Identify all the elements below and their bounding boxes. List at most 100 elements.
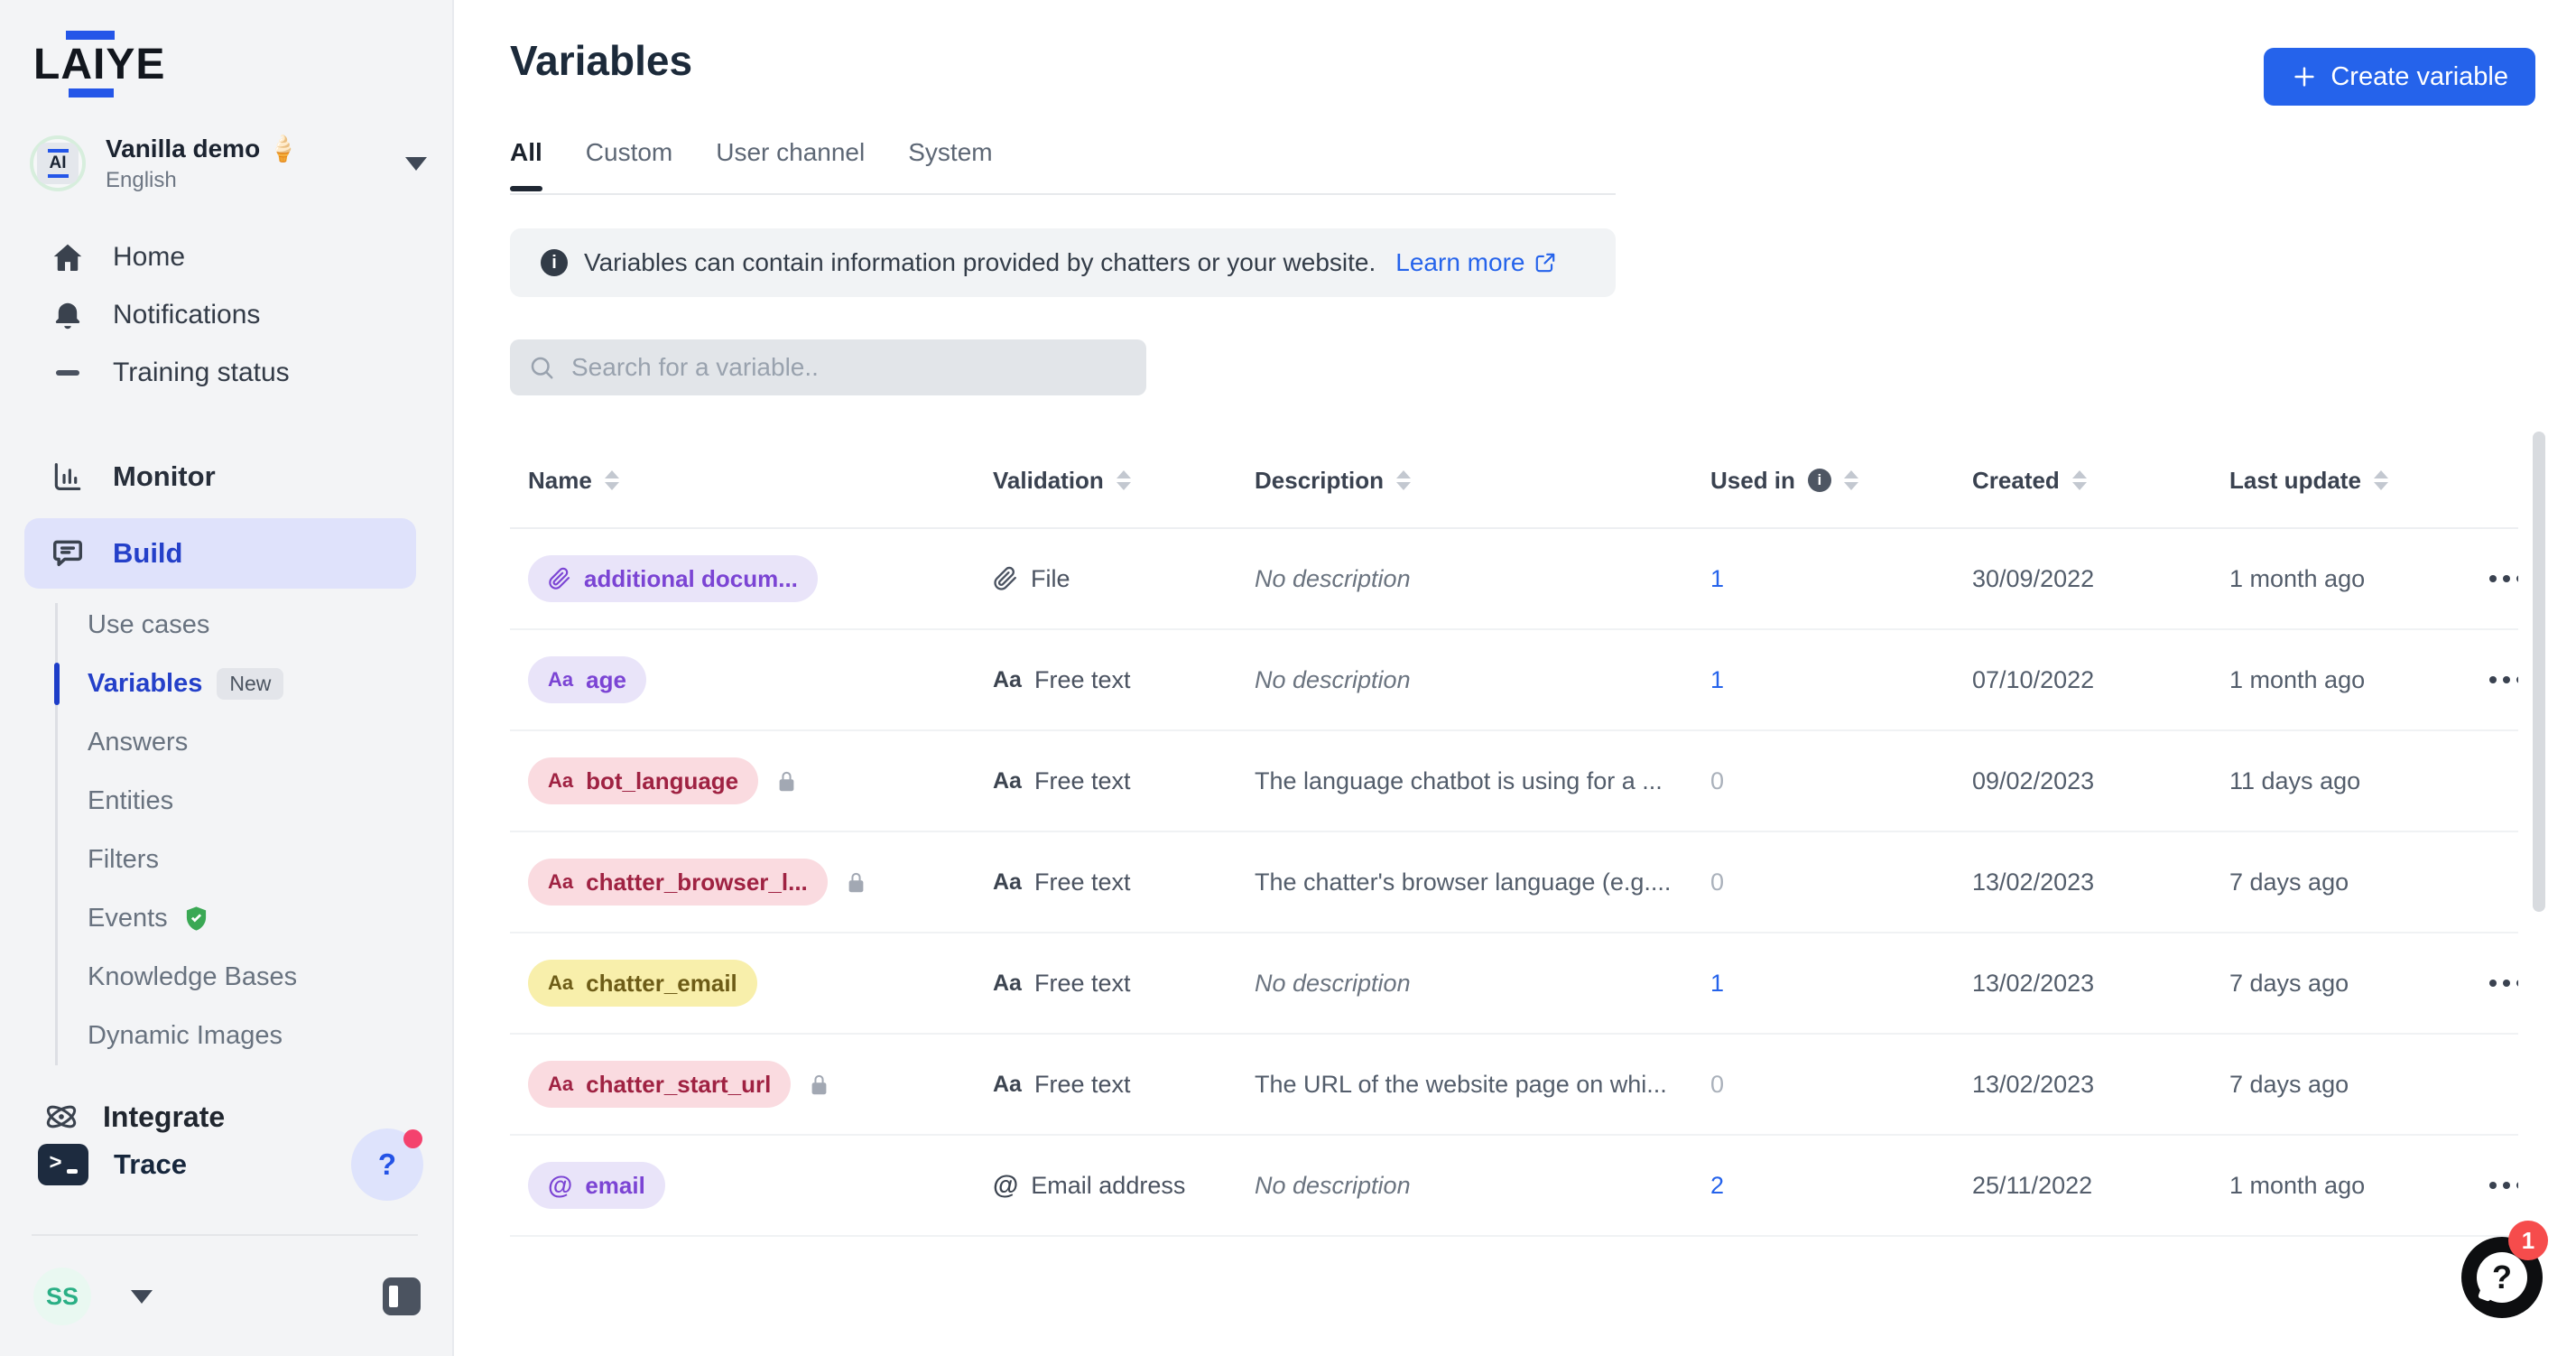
collapse-sidebar-button[interactable]	[383, 1277, 421, 1315]
tab-all[interactable]: All	[510, 137, 542, 191]
shield-check-icon	[182, 905, 210, 933]
validation-label: Free text	[1033, 868, 1131, 896]
sidebar-item-label: Build	[113, 537, 183, 569]
used-in-count[interactable]: 1	[1710, 665, 1725, 693]
column-header-created[interactable]: Created	[1954, 467, 2211, 495]
used-in-count[interactable]: 2	[1710, 1171, 1725, 1199]
help-bubble-button[interactable]: ?	[351, 1128, 423, 1201]
sidebar-item-build[interactable]: Build	[24, 518, 416, 589]
used-in-count: 0	[1710, 868, 1725, 896]
created-date: 25/11/2022	[1972, 1171, 2093, 1199]
tab-system[interactable]: System	[908, 137, 992, 191]
workspace-avatar: AI	[30, 135, 86, 191]
sidebar-item-home[interactable]: Home	[0, 228, 452, 286]
validation-label: Free text	[1033, 1070, 1131, 1098]
variable-badge[interactable]: Aa chatter_browser_l...	[528, 859, 828, 906]
sidebar-item-integrate[interactable]: Integrate	[0, 1088, 452, 1146]
user-avatar[interactable]: SS	[33, 1268, 91, 1325]
variable-badge[interactable]: Aa age	[528, 656, 646, 703]
table-row[interactable]: Aa chatter_start_url Aa Free text The UR…	[510, 1035, 2518, 1136]
validation-cell: @ Email address	[975, 1171, 1237, 1201]
variable-name: chatter_email	[586, 969, 737, 997]
laiye-logo: LAIYE	[33, 31, 165, 98]
vertical-scrollbar-thumb[interactable]	[2533, 432, 2545, 912]
tab-user-channel[interactable]: User channel	[716, 137, 865, 191]
create-variable-button[interactable]: Create variable	[2264, 48, 2535, 106]
terminal-icon[interactable]: >	[38, 1144, 88, 1185]
variable-type-icon: Aa	[548, 971, 574, 994]
tab-custom[interactable]: Custom	[586, 137, 672, 191]
column-header-last-update[interactable]: Last update	[2211, 467, 2464, 495]
help-widget-button[interactable]: ? 1	[2461, 1221, 2548, 1318]
sidebar-subitem-label: Entities	[88, 786, 174, 815]
sidebar-item-monitor[interactable]: Monitor	[0, 448, 452, 506]
sidebar-subitem-label: Variables	[88, 669, 203, 698]
row-actions-button[interactable]	[2482, 969, 2518, 998]
row-actions-button[interactable]	[2482, 564, 2518, 593]
column-header-validation[interactable]: Validation	[975, 467, 1237, 495]
table-row[interactable]: @ email @ Email address No description 2…	[510, 1136, 2518, 1237]
workspace-avatar-inner: AI	[37, 143, 79, 184]
user-menu-caret-icon[interactable]	[131, 1289, 153, 1304]
sort-icon	[1116, 470, 1131, 490]
variable-badge[interactable]: Aa bot_language	[528, 757, 759, 804]
sidebar-item-label: Home	[113, 242, 186, 272]
plus-icon	[2294, 67, 2314, 87]
tab-label: Custom	[585, 138, 673, 166]
sidebar-subitem-label: Dynamic Images	[88, 1021, 283, 1050]
logo-top-bar-decoration	[66, 31, 115, 40]
variable-badge[interactable]: Aa chatter_start_url	[528, 1061, 792, 1108]
sidebar-subitem-events[interactable]: Events	[0, 889, 452, 948]
sidebar-item-label: Integrate	[103, 1100, 226, 1133]
table-row[interactable]: Aa age Aa Free text No description 1 07/…	[510, 630, 2518, 731]
sidebar-subitem-dynamic-images[interactable]: Dynamic Images	[0, 1007, 452, 1065]
lock-icon	[807, 1073, 831, 1097]
sidebar-subitem-use-cases[interactable]: Use cases	[0, 596, 452, 655]
sidebar-subitem-variables[interactable]: Variables New	[0, 655, 452, 713]
variable-badge[interactable]: Aa chatter_email	[528, 960, 757, 1007]
row-actions-button[interactable]	[2482, 1171, 2518, 1200]
variable-badge[interactable]: @ email	[528, 1162, 665, 1209]
workspace-name: Vanilla demo 🍦	[106, 135, 299, 163]
workspace-selector[interactable]: AI Vanilla demo 🍦 English	[30, 134, 427, 193]
at-sign-icon: @	[993, 1170, 1019, 1200]
sidebar-subitem-answers[interactable]: Answers	[0, 713, 452, 772]
description: No description	[1255, 564, 1411, 592]
workspace-caret-icon[interactable]	[405, 156, 427, 171]
created-date: 09/02/2023	[1972, 766, 2095, 794]
sidebar-subitem-knowledge-bases[interactable]: Knowledge Bases	[0, 948, 452, 1007]
sidebar-subitem-entities[interactable]: Entities	[0, 772, 452, 831]
table-row[interactable]: additional docum... File No description …	[510, 529, 2518, 630]
banner-text: Variables can contain information provid…	[584, 248, 1376, 276]
search-input[interactable]	[570, 352, 1128, 383]
tab-label: User channel	[716, 138, 866, 166]
variable-name: bot_language	[586, 766, 739, 794]
last-update: 1 month ago	[2229, 665, 2366, 693]
validation-cell: Aa Free text	[975, 767, 1237, 795]
column-header-name[interactable]: Name	[510, 467, 975, 495]
variable-badge[interactable]: additional docum...	[528, 555, 818, 602]
validation-cell: Aa Free text	[975, 1071, 1237, 1099]
validation-icon: Aa	[993, 970, 1022, 996]
used-in-count[interactable]: 1	[1710, 564, 1725, 592]
variable-type-icon: Aa	[548, 1073, 574, 1095]
validation-icon: Aa	[993, 868, 1022, 895]
used-in-count[interactable]: 1	[1710, 969, 1725, 997]
variable-type-icon: Aa	[548, 668, 574, 691]
name-cell: @ email	[510, 1162, 975, 1209]
sidebar-item-training-status[interactable]: Training status	[0, 344, 452, 402]
column-header-description[interactable]: Description	[1237, 467, 1692, 495]
row-actions-button[interactable]	[2482, 665, 2518, 694]
column-header-used-in[interactable]: Used in i	[1692, 467, 1954, 495]
trace-label[interactable]: Trace	[114, 1148, 188, 1180]
used-in-info-icon[interactable]: i	[1807, 469, 1831, 492]
learn-more-link[interactable]: Learn more	[1395, 248, 1557, 277]
sidebar-subitem-filters[interactable]: Filters	[0, 831, 452, 889]
info-icon: i	[541, 249, 568, 276]
description: No description	[1255, 1171, 1411, 1199]
table-row[interactable]: Aa chatter_browser_l... Aa Free text The…	[510, 832, 2518, 933]
sidebar-top-nav: Home Notifications Training status	[0, 228, 452, 402]
table-row[interactable]: Aa bot_language Aa Free text The languag…	[510, 731, 2518, 832]
sidebar-item-notifications[interactable]: Notifications	[0, 286, 452, 344]
table-row[interactable]: Aa chatter_email Aa Free text No descrip…	[510, 933, 2518, 1035]
